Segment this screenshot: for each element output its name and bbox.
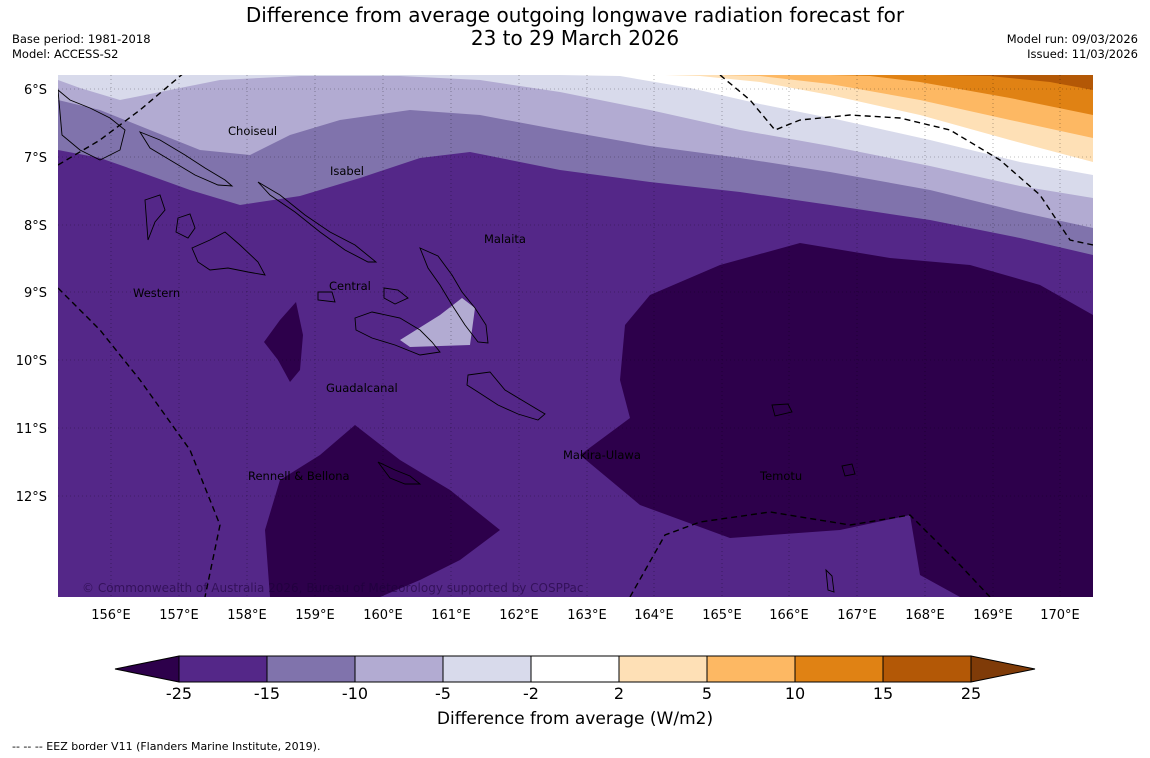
lon-label: 163°E [567, 608, 607, 623]
colorbar-bin [179, 656, 267, 682]
colorbar-tick-label: -25 [166, 684, 192, 703]
colorbar-tick-label: 5 [702, 684, 712, 703]
colorbar-bin [619, 656, 707, 682]
title-line-2: 23 to 29 March 2026 [470, 26, 680, 50]
colorbar-tick-label: -10 [342, 684, 368, 703]
colorbar-tick-label: 25 [961, 684, 981, 703]
lon-label: 169°E [973, 608, 1013, 623]
colorbar-dividers [178, 655, 972, 683]
lat-label: 8°S [24, 219, 47, 234]
region-label-temotu: Temotu [759, 469, 802, 483]
lon-label: 156°E [91, 608, 131, 623]
meta-right: Model run: 09/03/2026 Issued: 11/03/2026 [1007, 32, 1138, 62]
lat-label: 12°S [16, 490, 47, 505]
region-label-malaita: Malaita [484, 232, 526, 246]
issued-date: Issued: 11/03/2026 [1027, 47, 1138, 61]
title-line-1: Difference from average outgoing longwav… [245, 3, 905, 27]
lon-label: 162°E [499, 608, 539, 623]
copyright-watermark: © Commonwealth of Australia 2026, Bureau… [82, 581, 584, 595]
model-name: Model: ACCESS-S2 [12, 47, 119, 61]
region-label-rennell-bellona: Rennell & Bellona [248, 469, 350, 483]
region-label-isabel: Isabel [330, 164, 364, 178]
colorbar-tick-label: 2 [614, 684, 624, 703]
region-label-guadalcanal: Guadalcanal [326, 381, 398, 395]
colorbar-min-extension [114, 655, 180, 683]
lon-label: 158°E [227, 608, 267, 623]
lat-axis: 6°S 7°S 8°S 9°S 10°S 11°S 12°S [16, 83, 47, 505]
colorbar-tick-label: -15 [254, 684, 280, 703]
meta-left: Base period: 1981-2018 Model: ACCESS-S2 [12, 32, 151, 62]
colorbar-bin [531, 656, 619, 682]
colorbar-bin [883, 656, 971, 682]
lon-label: 170°E [1040, 608, 1080, 623]
lon-axis: 156°E 157°E 158°E 159°E 160°E 161°E 162°… [91, 608, 1080, 623]
lon-label: 157°E [159, 608, 199, 623]
lat-label: 6°S [24, 83, 47, 98]
colorbar-tick-label: 10 [785, 684, 805, 703]
lat-label: 9°S [24, 286, 47, 301]
lon-label: 161°E [431, 608, 471, 623]
colorbar-bin [267, 656, 355, 682]
lon-label: 165°E [702, 608, 742, 623]
lat-label: 11°S [16, 422, 47, 437]
graticule [58, 75, 1093, 597]
lon-label: 164°E [634, 608, 674, 623]
colorbar-bin [707, 656, 795, 682]
region-label-makira-ulawa: Makira-Ulawa [563, 448, 641, 462]
chart-title: Difference from average outgoing longwav… [0, 4, 1150, 50]
lon-label: 159°E [295, 608, 335, 623]
eez-borders [58, 75, 1093, 597]
colorbar-label: Difference from average (W/m2) [436, 709, 714, 729]
lat-label: 7°S [24, 151, 47, 166]
region-label-western: Western [133, 286, 180, 300]
lon-label: 166°E [769, 608, 809, 623]
colorbar-bin [795, 656, 883, 682]
lon-label: 168°E [905, 608, 945, 623]
region-labels: Choiseul Isabel Malaita Western Central … [133, 124, 802, 483]
lon-label: 160°E [363, 608, 403, 623]
colorbar-tick-label: -2 [523, 684, 539, 703]
model-run: Model run: 09/03/2026 [1006, 32, 1138, 46]
olr-bin-15-25 [940, 75, 1093, 90]
colorbar-tick-label: -5 [435, 684, 451, 703]
colorbar-max-extension [970, 655, 1036, 683]
region-label-central: Central [329, 279, 371, 293]
colorbar-ticks: -25 -15 -10 -5 -2 2 5 10 15 25 [166, 684, 981, 703]
region-label-choiseul: Choiseul [228, 124, 277, 138]
lon-label: 167°E [837, 608, 877, 623]
lat-label: 10°S [16, 354, 47, 369]
colorbar-bin [443, 656, 531, 682]
olr-light-patch [400, 298, 475, 347]
olr-below-min-south [265, 425, 500, 597]
olr-below-min-islet [264, 302, 303, 382]
olr-bin-10-15 [830, 75, 1093, 115]
map-area: Choiseul Isabel Malaita Western Central … [58, 75, 1093, 597]
colorbar-bin [355, 656, 443, 682]
colorbar: -25 -15 -10 -5 -2 2 5 10 15 25 [114, 655, 1036, 703]
base-period: Base period: 1981-2018 [12, 32, 151, 46]
coastlines [58, 89, 856, 593]
colorbar-tick-label: 15 [873, 684, 893, 703]
olr-below-min-east [580, 243, 1093, 597]
eez-legend-note: -- -- -- EEZ border V11 (Flanders Marine… [12, 740, 321, 753]
